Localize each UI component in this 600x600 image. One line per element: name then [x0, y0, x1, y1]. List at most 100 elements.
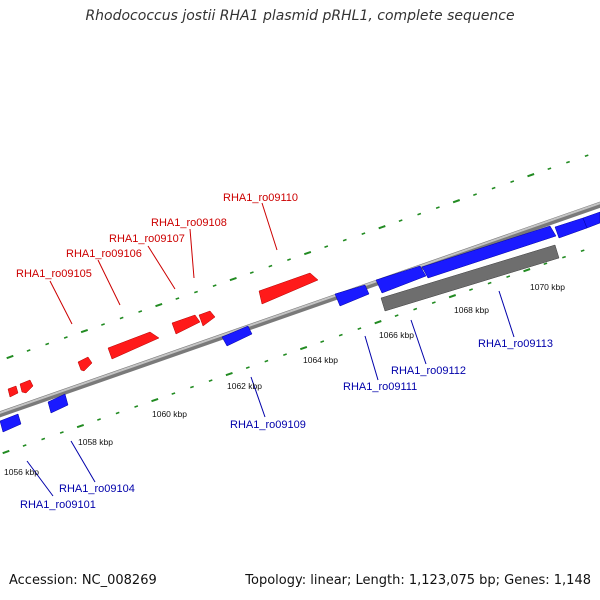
scale-tick: [299, 345, 308, 351]
sequence-backbone-highlight: [0, 202, 600, 414]
scale-tick: [249, 271, 254, 274]
leader-ro09109: [250, 376, 266, 418]
gene-arrow-ro09110[interactable]: [258, 272, 319, 305]
scale-tick: [338, 333, 343, 337]
gene-arrow-ro09112[interactable]: [375, 265, 427, 294]
scale-tick: [547, 167, 552, 170]
scale-tick: [138, 310, 143, 313]
scale-tick: [287, 258, 291, 261]
scale-tick: [378, 225, 386, 230]
scale-tick: [566, 160, 570, 164]
scale-tick: [413, 307, 418, 311]
scale-tick: [580, 249, 585, 253]
gene-arrow-forward[interactable]: [19, 379, 34, 394]
scale-tick: [435, 206, 440, 209]
leader-ro09111: [364, 335, 379, 381]
gene-label-ro09108[interactable]: RHA1_ro09108: [151, 217, 227, 229]
gene-label-ro09109[interactable]: RHA1_ro09109: [230, 419, 306, 431]
scale-tick: [97, 418, 101, 421]
gene-label-ro09110[interactable]: RHA1_ro09110: [223, 192, 298, 204]
gene-arrow-ro09109[interactable]: [221, 325, 253, 347]
gene-label-ro09113[interactable]: RHA1_ro09113: [478, 338, 553, 350]
scale-label: 1060 kbp: [152, 409, 187, 419]
scale-tick: [527, 173, 535, 178]
scale-tick: [473, 193, 477, 196]
gene-arrow-ro09101[interactable]: [47, 393, 69, 414]
scale-tick: [171, 392, 176, 395]
tick-track-upper: [6, 154, 589, 360]
gene-label-ro09106[interactable]: RHA1_ro09106: [66, 248, 142, 260]
scale-tick: [119, 316, 124, 320]
leader-ro09106: [97, 259, 121, 306]
scale-tick: [448, 294, 457, 299]
summary-text: Topology: linear; Length: 1,123,075 bp; …: [245, 573, 591, 588]
scale-tick: [452, 199, 461, 204]
gene-label-ro09112[interactable]: RHA1_ro09112: [391, 365, 466, 377]
scale-tick: [491, 186, 496, 190]
leader-ro09105: [49, 280, 73, 325]
scale-tick: [510, 180, 515, 183]
tick-track-lower: [2, 249, 585, 455]
gene-arrow-forward[interactable]: [7, 385, 19, 398]
scale-label: 1056 kbp: [4, 467, 39, 477]
feature-bar[interactable]: [380, 244, 560, 312]
scale-label: 1064 kbp: [303, 355, 338, 365]
scale-tick: [562, 255, 566, 259]
gene-label-ro09105[interactable]: RHA1_ro09105: [16, 268, 92, 280]
gene-arrow-reverse[interactable]: [582, 211, 600, 229]
leader-ro09112: [410, 319, 427, 365]
scale-tick: [543, 262, 548, 265]
scale-tick: [487, 281, 492, 285]
scale-tick: [80, 328, 89, 334]
gene-label-ro09101[interactable]: RHA1_ro09101: [20, 499, 96, 511]
forward-genes: [7, 272, 319, 398]
scale-tick: [115, 411, 120, 415]
leader-ro09104: [70, 440, 96, 483]
map-title: Rhodococcus jostii RHA1 plasmid pRHL1, c…: [85, 8, 515, 24]
scale-tick: [101, 323, 105, 326]
scale-tick: [190, 385, 194, 389]
scale-tick: [264, 359, 269, 363]
scale-tick: [361, 232, 366, 235]
gene-arrow-ro09111[interactable]: [334, 284, 370, 307]
gene-arrow-forward[interactable]: [77, 356, 93, 372]
scale-labels: 1056 kbp 1058 kbp 1060 kbp 1062 kbp 1064…: [4, 282, 565, 477]
reverse-gene-labels: RHA1_ro09101 RHA1_ro09104 RHA1_ro09109 R…: [20, 338, 553, 511]
accession-text: Accession: NC_008269: [9, 573, 157, 588]
scale-tick: [134, 405, 139, 408]
gene-arrow-ro09106[interactable]: [171, 314, 201, 335]
leader-ro09107: [147, 245, 176, 290]
scale-tick: [63, 336, 68, 339]
reverse-genes: [0, 211, 600, 433]
forward-gene-labels: RHA1_ro09105 RHA1_ro09106 RHA1_ro09107 R…: [16, 192, 298, 280]
scale-tick: [506, 275, 511, 278]
gene-arrow-ro09107[interactable]: [198, 310, 216, 327]
scale-tick: [584, 154, 589, 158]
leader-ro09101: [26, 460, 54, 497]
scale-tick: [212, 284, 217, 287]
gene-label-ro09104[interactable]: RHA1_ro09104: [59, 483, 135, 495]
gene-label-ro09111[interactable]: RHA1_ro09111: [343, 381, 417, 393]
gene-arrow-ro09113[interactable]: [421, 225, 557, 279]
scale-label: 1058 kbp: [78, 437, 113, 447]
scale-tick: [6, 354, 14, 360]
scale-tick: [324, 245, 329, 248]
scale-tick: [155, 302, 163, 308]
scale-tick: [268, 264, 273, 268]
scale-tick: [76, 423, 85, 429]
scale-tick: [394, 314, 399, 317]
scale-tick: [2, 449, 10, 455]
gene-label-ro09107[interactable]: RHA1_ro09107: [109, 233, 185, 245]
scale-tick: [431, 301, 436, 304]
scale-tick: [26, 349, 31, 352]
scale-tick: [303, 250, 312, 256]
gene-arrow-reverse[interactable]: [0, 413, 22, 433]
scale-tick: [59, 431, 64, 434]
scale-tick: [417, 212, 422, 216]
leader-ro09113: [498, 290, 515, 338]
scale-tick: [208, 379, 213, 382]
scale-tick: [194, 290, 198, 294]
scale-tick: [245, 366, 250, 369]
gene-arrow-ro09105[interactable]: [107, 331, 160, 360]
